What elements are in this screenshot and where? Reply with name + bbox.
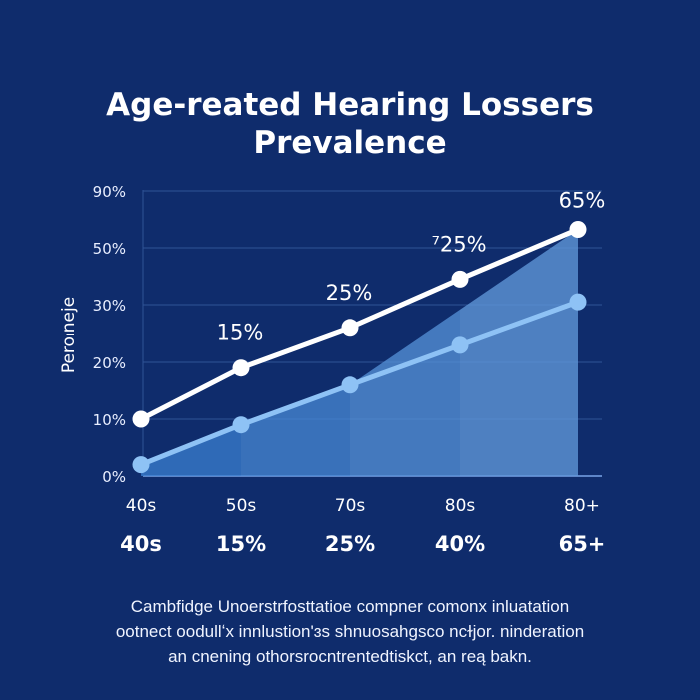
x-secondary-label: 40% xyxy=(435,532,485,556)
x-secondary-label: 15% xyxy=(216,532,266,556)
chart-title: Age-reated Hearing Lossers Prevalence xyxy=(0,86,700,162)
y-tick-label: 50% xyxy=(93,240,126,258)
data-point xyxy=(232,416,250,434)
title-line-2: Prevalence xyxy=(253,125,447,161)
data-label: 25% xyxy=(326,281,373,305)
data-point xyxy=(132,410,150,428)
caption-line-1: Cambfidge Unoerstrfosttatioe compner com… xyxy=(130,597,570,616)
data-label: 15% xyxy=(217,321,264,345)
caption-line-2: ootnect oodullʻx innlustion'ɜs shnuosahg… xyxy=(115,622,585,641)
y-tick-label: 90% xyxy=(93,183,126,201)
x-tick-label: 50s xyxy=(226,496,257,516)
x-secondary-label: 25% xyxy=(325,532,375,556)
data-point xyxy=(132,456,150,474)
y-tick-label: 10% xyxy=(93,411,126,429)
data-point xyxy=(569,220,587,238)
y-tick-label: 0% xyxy=(102,468,126,486)
x-tick-label: 80+ xyxy=(564,496,600,516)
data-label: 65% xyxy=(559,188,606,212)
y-tick-label: 20% xyxy=(93,354,126,372)
data-point xyxy=(341,319,359,337)
x-tick-label: 70s xyxy=(335,496,366,516)
data-point xyxy=(341,376,359,394)
data-point xyxy=(569,293,587,311)
x-tick-label: 80s xyxy=(445,496,476,516)
data-point xyxy=(451,336,469,354)
y-tick-label: 30% xyxy=(93,297,126,315)
caption: Cambfidge Unoerstrfosttatioe compner com… xyxy=(0,594,700,669)
caption-line-3: an cnening othorsrocntrentedtiskct, an r… xyxy=(168,647,532,666)
y-axis-label: Peroₗneje xyxy=(59,297,79,373)
data-point xyxy=(451,270,469,288)
area-fill xyxy=(141,229,578,476)
title-line-1: Age-reated Hearing Lossers xyxy=(106,87,594,123)
x-secondary-label: 65+ xyxy=(559,532,606,556)
data-point xyxy=(232,359,250,377)
x-secondary-label: 40s xyxy=(120,532,162,556)
x-tick-label: 40s xyxy=(126,496,157,516)
data-label: ⁷25% xyxy=(431,232,486,256)
